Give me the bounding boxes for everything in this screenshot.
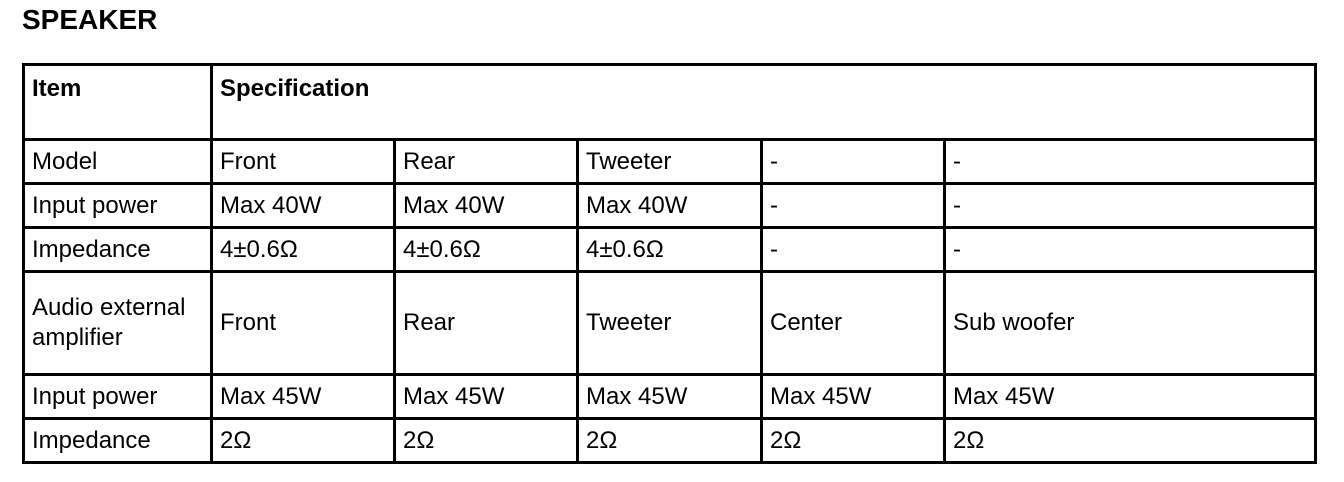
spec-cell: -: [943, 226, 1317, 273]
spec-cell: -: [760, 182, 946, 229]
header-specification: Specification: [210, 63, 1317, 141]
spec-cell: -: [943, 138, 1317, 185]
spec-cell: Max 45W: [943, 373, 1317, 420]
spec-cell: Sub woofer: [943, 270, 1317, 376]
spec-cell: 2Ω: [943, 417, 1317, 464]
section-title: SPEAKER: [22, 4, 158, 35]
spec-cell: Max 45W: [210, 373, 396, 420]
spec-cell: Tweeter: [576, 270, 763, 376]
spec-cell: 4±0.6Ω: [576, 226, 763, 273]
spec-cell: Max 40W: [393, 182, 579, 229]
spec-cell: Max 40W: [576, 182, 763, 229]
header-item: Item: [22, 63, 213, 141]
spec-cell: Front: [210, 138, 396, 185]
spec-cell: Front: [210, 270, 396, 376]
spec-cell: Rear: [393, 138, 579, 185]
table-row: Input power Max 45W Max 45W Max 45W Max 45W M…: [22, 373, 1317, 420]
spec-cell: -: [760, 226, 946, 273]
spec-cell: 4±0.6Ω: [210, 226, 396, 273]
spec-cell: -: [760, 138, 946, 185]
row-item: Impedance: [22, 417, 213, 464]
spec-cell: Max 45W: [760, 373, 946, 420]
row-item: Audio external amplifier: [22, 270, 213, 376]
spec-cell: Center: [760, 270, 946, 376]
row-item: Impedance: [22, 226, 213, 273]
spec-cell: 2Ω: [210, 417, 396, 464]
spec-cell: 4±0.6Ω: [393, 226, 579, 273]
table-header-row: Item Specification: [22, 63, 1317, 141]
spec-cell: Rear: [393, 270, 579, 376]
spec-cell: Max 40W: [210, 182, 396, 229]
table-row: Impedance 4±0.6Ω 4±0.6Ω 4±0.6Ω - -: [22, 226, 1317, 273]
row-item: Model: [22, 138, 213, 185]
spec-cell: Max 45W: [393, 373, 579, 420]
spec-cell: 2Ω: [393, 417, 579, 464]
spec-cell: Max 45W: [576, 373, 763, 420]
speaker-spec-table: Item Specification Model Front Rear Tweeter…: [22, 63, 1317, 464]
table-row: Input power Max 40W Max 40W Max 40W - -: [22, 182, 1317, 229]
spec-cell: Tweeter: [576, 138, 763, 185]
table-row: Audio external amplifier Front Rear Tweeter…: [22, 270, 1317, 376]
table-row: Impedance 2Ω 2Ω 2Ω 2Ω 2Ω: [22, 417, 1317, 464]
spec-cell: 2Ω: [576, 417, 763, 464]
table-row: Model Front Rear Tweeter - -: [22, 138, 1317, 185]
spec-cell: -: [943, 182, 1317, 229]
row-item: Input power: [22, 373, 213, 420]
row-item: Input power: [22, 182, 213, 229]
spec-cell: 2Ω: [760, 417, 946, 464]
